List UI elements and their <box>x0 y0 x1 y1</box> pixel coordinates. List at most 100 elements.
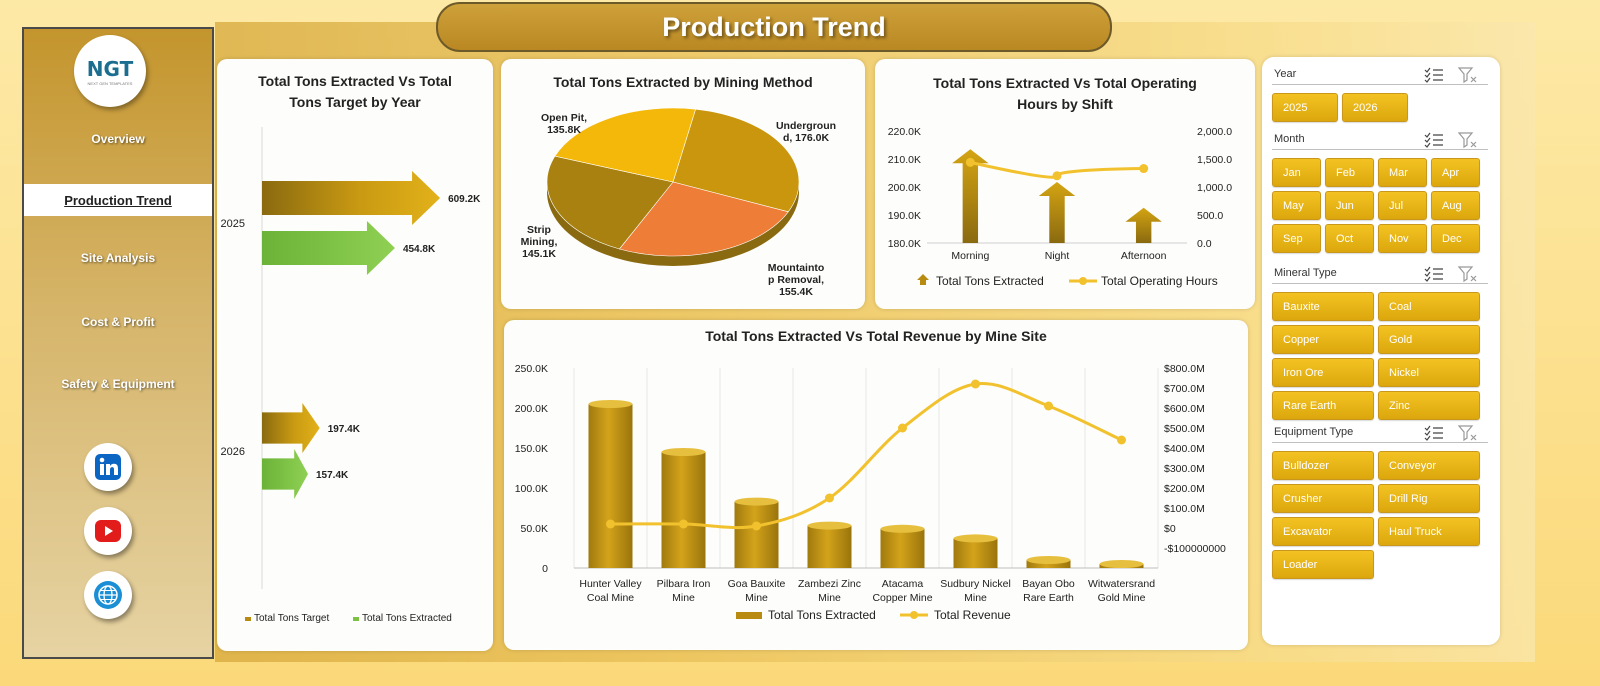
slicer-chip[interactable]: Jul <box>1378 191 1427 220</box>
slicer-chip[interactable]: Conveyor <box>1378 451 1480 480</box>
chart-method-svg: Undergroun d, 176.0K Mountainto p Removal, 1… <box>521 107 836 298</box>
slicer-chip[interactable]: Mar <box>1378 158 1427 187</box>
multi-select-icon[interactable] <box>1424 265 1444 283</box>
nav-item-site-analysis[interactable]: Site Analysis <box>80 251 156 265</box>
y-tick-label: 100.0K <box>515 483 548 495</box>
slicer-chip[interactable]: Jan <box>1272 158 1321 187</box>
slicer-chip[interactable]: Loader <box>1272 550 1374 579</box>
slicer-chip[interactable]: Apr <box>1431 158 1480 187</box>
slicer-chip[interactable]: Rare Earth <box>1272 391 1374 420</box>
y2-tick-label: $500.0M <box>1164 423 1205 435</box>
line-point <box>825 493 834 503</box>
slicer-chip[interactable]: Bulldozer <box>1272 451 1374 480</box>
y2-tick-label: 0.0 <box>1197 238 1212 250</box>
slicer-chip[interactable]: Nov <box>1378 224 1427 253</box>
chart-panel-method: Total Tons Extracted by Mining Method Un… <box>501 59 865 309</box>
slicer-chip[interactable]: Zinc <box>1378 391 1480 420</box>
slice-label: Open Pit, 135.8K <box>541 112 587 136</box>
bar-tons-extracted <box>1125 207 1162 243</box>
nav-item-safety-equipment[interactable]: Safety & Equipment <box>61 377 175 391</box>
line-point <box>679 519 688 529</box>
bar-total-tons-target <box>262 171 441 225</box>
slicer-chip[interactable]: Nickel <box>1378 358 1480 387</box>
slicer-chip[interactable]: Feb <box>1325 158 1374 187</box>
slicer-title: Equipment Type <box>1274 426 1354 438</box>
legend-marker <box>910 611 918 619</box>
slicer-chip[interactable]: Oct <box>1325 224 1374 253</box>
chart-panel-year: Total Tons Extracted Vs Total Tons Targe… <box>217 59 493 651</box>
youtube-button[interactable] <box>84 507 132 555</box>
y-tick-label: 200.0K <box>515 403 548 415</box>
linkedin-button[interactable] <box>84 443 132 491</box>
legend-swatch <box>353 617 359 621</box>
sidebar: NGT NEXT GEN TEMPLATES Overview Producti… <box>22 27 214 659</box>
multi-select-icon[interactable] <box>1424 131 1444 149</box>
data-label: 157.4K <box>316 470 349 481</box>
y2-tick-label: $700.0M <box>1164 383 1205 395</box>
slice-label: Mountainto p Removal, 155.4K <box>768 262 825 298</box>
slicer-chip[interactable]: Dec <box>1431 224 1480 253</box>
chart-site-svg: 250.0K 200.0K 150.0K 100.0K 50.0K 0 $800.0M $70… <box>515 363 1226 622</box>
y2-tick-label: 500.0 <box>1197 210 1223 222</box>
category-label: 2025 <box>221 218 245 230</box>
slicer-chip[interactable]: Coal <box>1378 292 1480 321</box>
line-point <box>1139 164 1149 174</box>
clear-filter-icon[interactable] <box>1457 424 1478 442</box>
slicer-title: Month <box>1274 133 1305 145</box>
y2-tick-label: $300.0M <box>1164 463 1205 475</box>
y-tick-label: 190.0K <box>888 210 921 222</box>
bar-tons-extracted <box>953 538 998 568</box>
clear-filter-icon[interactable] <box>1457 265 1478 283</box>
slicer-title: Mineral Type <box>1274 267 1337 279</box>
bar-cap <box>1099 560 1144 568</box>
nav-item-production-trend[interactable]: Production Trend <box>24 184 212 216</box>
legend-label: Total Operating Hours <box>1101 274 1218 288</box>
slicer-chip[interactable]: Crusher <box>1272 484 1374 513</box>
y-tick-label: 220.0K <box>888 126 921 138</box>
page-title: Production Trend <box>662 11 886 42</box>
slicer-chip[interactable]: Iron Ore <box>1272 358 1374 387</box>
y-tick-label: 200.0K <box>888 182 921 194</box>
clear-filter-icon[interactable] <box>1457 131 1478 149</box>
bar-cap <box>734 497 779 506</box>
slicer-chip[interactable]: Bauxite <box>1272 292 1374 321</box>
x-tick-label: Hunter Valley Coal Mine <box>579 578 642 604</box>
y2-tick-label: -$100000000 <box>1164 543 1226 555</box>
slicer-chip[interactable]: Copper <box>1272 325 1374 354</box>
legend-swatch <box>917 274 929 285</box>
slicer-chip[interactable]: Gold <box>1378 325 1480 354</box>
bar-cap <box>1026 556 1071 564</box>
slicer-chip[interactable]: Sep <box>1272 224 1321 253</box>
bar-tons-extracted <box>588 404 633 568</box>
slicer-chip[interactable]: Aug <box>1431 191 1480 220</box>
multi-select-icon[interactable] <box>1424 66 1444 84</box>
clear-filter-icon[interactable] <box>1457 66 1478 84</box>
bar-total-tons-extracted <box>262 449 309 499</box>
slicer-chip[interactable]: 2025 <box>1272 93 1338 122</box>
slicer-chip[interactable]: Haul Truck <box>1378 517 1480 546</box>
bar-cap <box>588 400 633 408</box>
line-total-revenue <box>610 381 1123 530</box>
slicer-chip[interactable]: Jun <box>1325 191 1374 220</box>
website-button[interactable] <box>84 571 132 619</box>
y-tick-label: 180.0K <box>888 238 921 250</box>
y2-tick-label: 2,000.0 <box>1197 126 1232 138</box>
slicer-chip[interactable]: May <box>1272 191 1321 220</box>
legend-label: Total Tons Extracted <box>362 613 452 624</box>
y-tick-label: 250.0K <box>515 363 548 375</box>
nav-item-overview[interactable]: Overview <box>91 132 145 146</box>
chart-title: Total Tons Extracted Vs Total Revenue by… <box>705 328 1047 344</box>
data-label: 454.8K <box>403 244 436 255</box>
bar-cap <box>880 524 925 533</box>
x-tick-label: Witwatersrand Gold Mine <box>1088 578 1155 604</box>
slicer-chip[interactable]: Drill Rig <box>1378 484 1480 513</box>
slicer-chip[interactable]: Excavator <box>1272 517 1374 546</box>
slice-label: Undergroun d, 176.0K <box>776 120 836 144</box>
line-point <box>971 379 980 389</box>
nav-item-cost-profit[interactable]: Cost & Profit <box>81 315 155 329</box>
slicer-chip[interactable]: 2026 <box>1342 93 1408 122</box>
x-tick-label: Sudbury Nickel Mine <box>940 578 1011 604</box>
pie-slice <box>554 107 696 183</box>
multi-select-icon[interactable] <box>1424 424 1444 442</box>
chart-shift-svg: 220.0K 210.0K 200.0K 190.0K 180.0K 2,000.0 1,5… <box>888 126 1232 288</box>
